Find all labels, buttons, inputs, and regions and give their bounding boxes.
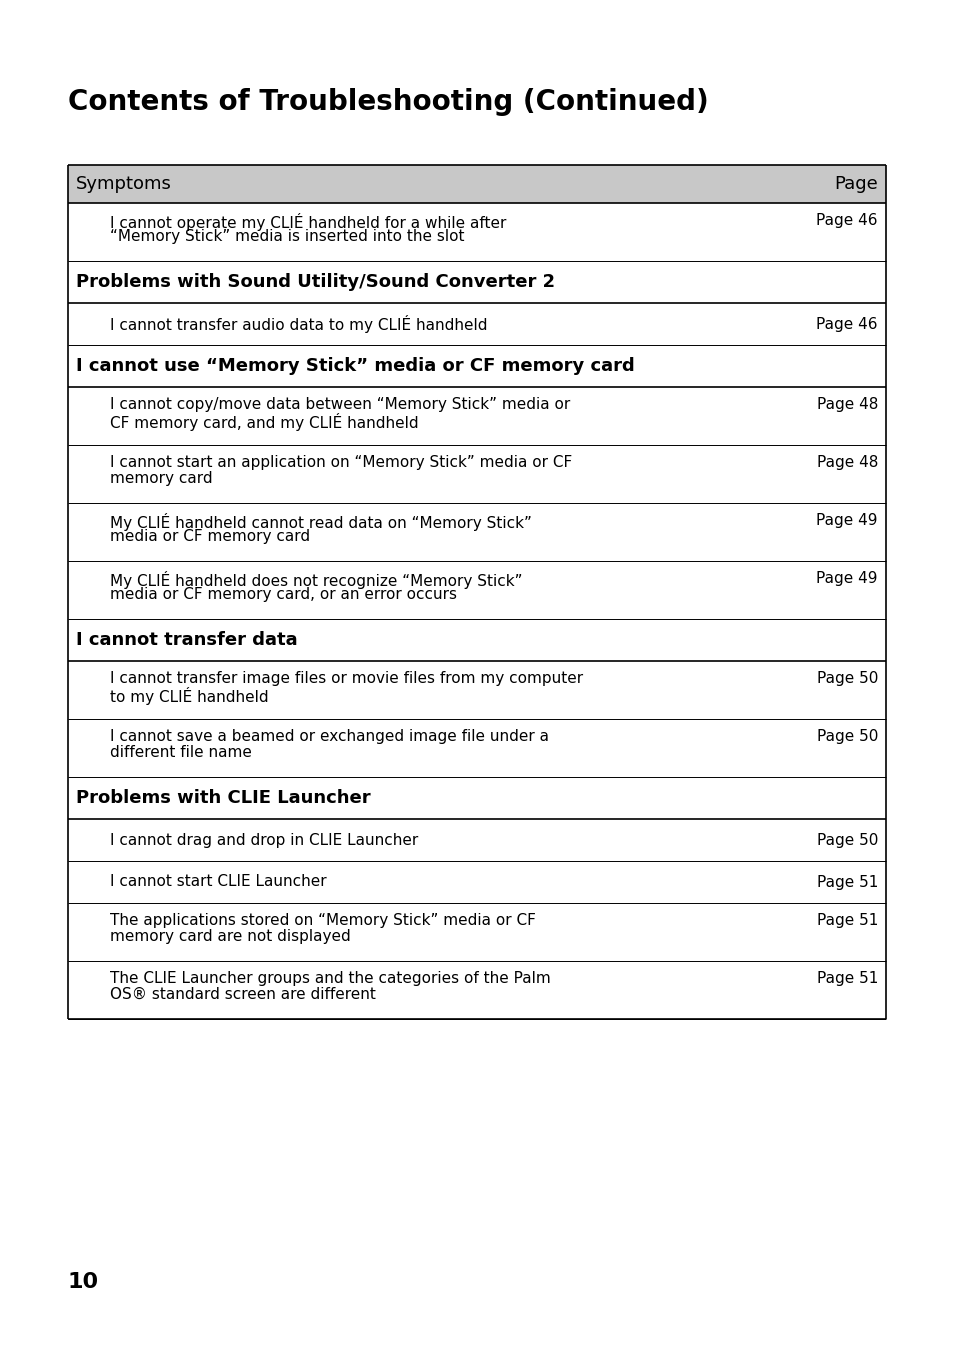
Text: Problems with Sound Utility/Sound Converter 2: Problems with Sound Utility/Sound Conver…: [76, 273, 555, 291]
Text: Problems with CLIE Launcher: Problems with CLIE Launcher: [76, 790, 370, 807]
Text: Page 49: Page 49: [816, 512, 877, 529]
Text: 10: 10: [68, 1272, 99, 1293]
Text: Page 51: Page 51: [816, 971, 877, 986]
Text: memory card are not displayed: memory card are not displayed: [110, 929, 351, 944]
Text: I cannot use “Memory Stick” media or CF memory card: I cannot use “Memory Stick” media or CF …: [76, 357, 634, 375]
Text: Page 48: Page 48: [816, 397, 877, 412]
Text: Contents of Troubleshooting (Continued): Contents of Troubleshooting (Continued): [68, 88, 708, 116]
Text: Symptoms: Symptoms: [76, 174, 172, 193]
Text: memory card: memory card: [110, 470, 213, 485]
Text: Page 50: Page 50: [816, 671, 877, 685]
Text: I cannot operate my CLIÉ handheld for a while after: I cannot operate my CLIÉ handheld for a …: [110, 214, 506, 231]
Text: Page 50: Page 50: [816, 833, 877, 848]
Text: I cannot drag and drop in CLIE Launcher: I cannot drag and drop in CLIE Launcher: [110, 833, 417, 848]
Text: different file name: different file name: [110, 745, 252, 760]
Text: I cannot transfer image files or movie files from my computer: I cannot transfer image files or movie f…: [110, 671, 582, 685]
Text: I cannot copy/move data between “Memory Stick” media or: I cannot copy/move data between “Memory …: [110, 397, 570, 412]
Text: media or CF memory card, or an error occurs: media or CF memory card, or an error occ…: [110, 587, 456, 602]
Bar: [68, 165, 885, 203]
Text: “Memory Stick” media is inserted into the slot: “Memory Stick” media is inserted into th…: [110, 228, 464, 243]
Text: I cannot transfer audio data to my CLIÉ handheld: I cannot transfer audio data to my CLIÉ …: [110, 315, 487, 333]
Text: Page 48: Page 48: [816, 456, 877, 470]
Text: media or CF memory card: media or CF memory card: [110, 529, 310, 544]
Text: Page 49: Page 49: [816, 571, 877, 585]
Text: Page 51: Page 51: [816, 913, 877, 927]
Text: I cannot start CLIE Launcher: I cannot start CLIE Launcher: [110, 875, 326, 890]
Text: to my CLIÉ handheld: to my CLIÉ handheld: [110, 687, 269, 704]
Text: Page: Page: [833, 174, 877, 193]
Text: The applications stored on “Memory Stick” media or CF: The applications stored on “Memory Stick…: [110, 913, 536, 927]
Text: OS® standard screen are different: OS® standard screen are different: [110, 987, 375, 1002]
Text: I cannot save a beamed or exchanged image file under a: I cannot save a beamed or exchanged imag…: [110, 729, 548, 744]
Text: Page 51: Page 51: [816, 875, 877, 890]
Text: Page 46: Page 46: [816, 214, 877, 228]
Text: I cannot start an application on “Memory Stick” media or CF: I cannot start an application on “Memory…: [110, 456, 572, 470]
Text: The CLIE Launcher groups and the categories of the Palm: The CLIE Launcher groups and the categor…: [110, 971, 550, 986]
Text: My CLIÉ handheld does not recognize “Memory Stick”: My CLIÉ handheld does not recognize “Mem…: [110, 571, 522, 589]
Text: I cannot transfer data: I cannot transfer data: [76, 631, 297, 649]
Text: My CLIÉ handheld cannot read data on “Memory Stick”: My CLIÉ handheld cannot read data on “Me…: [110, 512, 532, 531]
Text: Page 50: Page 50: [816, 729, 877, 744]
Text: Page 46: Page 46: [816, 316, 877, 331]
Text: CF memory card, and my CLIÉ handheld: CF memory card, and my CLIÉ handheld: [110, 412, 418, 431]
